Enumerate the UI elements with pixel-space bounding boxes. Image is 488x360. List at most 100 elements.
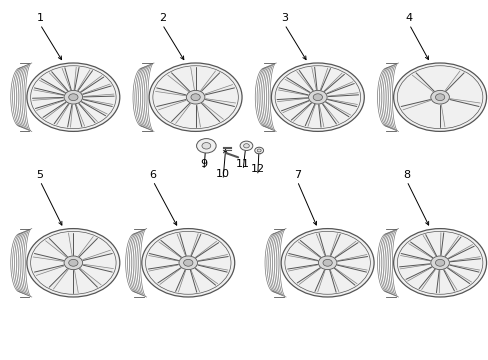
- Polygon shape: [195, 241, 218, 258]
- Polygon shape: [74, 67, 79, 90]
- Circle shape: [257, 149, 261, 152]
- Ellipse shape: [64, 90, 82, 104]
- Polygon shape: [314, 270, 325, 292]
- Polygon shape: [49, 72, 68, 91]
- Polygon shape: [327, 93, 358, 96]
- Polygon shape: [159, 240, 181, 257]
- Text: 7: 7: [293, 170, 300, 180]
- Polygon shape: [418, 269, 435, 290]
- Polygon shape: [43, 102, 66, 119]
- Ellipse shape: [271, 63, 364, 131]
- Polygon shape: [155, 88, 185, 96]
- Polygon shape: [447, 244, 473, 258]
- Polygon shape: [439, 233, 443, 255]
- Polygon shape: [291, 103, 311, 121]
- Polygon shape: [45, 238, 67, 257]
- Polygon shape: [326, 82, 353, 94]
- Polygon shape: [439, 105, 444, 127]
- Polygon shape: [436, 270, 439, 293]
- Ellipse shape: [183, 259, 192, 266]
- Polygon shape: [83, 99, 113, 107]
- Polygon shape: [287, 253, 317, 261]
- Polygon shape: [447, 267, 470, 284]
- Polygon shape: [35, 100, 64, 111]
- Ellipse shape: [68, 259, 78, 266]
- Polygon shape: [443, 270, 456, 291]
- Ellipse shape: [186, 90, 204, 104]
- Ellipse shape: [68, 94, 78, 101]
- Polygon shape: [318, 105, 323, 127]
- Polygon shape: [399, 264, 429, 269]
- Polygon shape: [200, 71, 219, 91]
- Polygon shape: [422, 235, 436, 256]
- Polygon shape: [190, 234, 201, 256]
- Polygon shape: [158, 268, 181, 284]
- Circle shape: [254, 147, 263, 154]
- Polygon shape: [73, 270, 78, 293]
- Ellipse shape: [434, 259, 444, 266]
- Polygon shape: [316, 233, 325, 256]
- Polygon shape: [34, 265, 64, 275]
- Polygon shape: [329, 270, 338, 292]
- Polygon shape: [32, 98, 63, 100]
- Polygon shape: [67, 105, 73, 127]
- Polygon shape: [449, 265, 479, 272]
- Polygon shape: [68, 233, 73, 255]
- Polygon shape: [190, 270, 199, 292]
- Text: 2: 2: [159, 13, 165, 23]
- Polygon shape: [83, 94, 114, 97]
- Polygon shape: [82, 84, 111, 94]
- Polygon shape: [204, 85, 234, 95]
- Ellipse shape: [393, 229, 486, 297]
- Polygon shape: [34, 88, 63, 95]
- Polygon shape: [195, 268, 217, 285]
- Ellipse shape: [142, 229, 234, 297]
- Polygon shape: [327, 99, 357, 107]
- Polygon shape: [449, 257, 480, 262]
- Circle shape: [196, 139, 216, 153]
- Polygon shape: [167, 73, 189, 92]
- Polygon shape: [82, 250, 112, 261]
- Polygon shape: [79, 103, 97, 123]
- Polygon shape: [323, 73, 344, 91]
- Ellipse shape: [393, 63, 486, 131]
- Circle shape: [240, 141, 252, 150]
- Polygon shape: [49, 269, 68, 289]
- Polygon shape: [305, 104, 315, 126]
- Polygon shape: [83, 264, 113, 272]
- Ellipse shape: [149, 63, 242, 131]
- Polygon shape: [78, 237, 97, 257]
- Polygon shape: [33, 253, 63, 261]
- Ellipse shape: [281, 229, 373, 297]
- Polygon shape: [337, 255, 367, 261]
- Ellipse shape: [322, 259, 332, 266]
- Polygon shape: [400, 253, 429, 261]
- Polygon shape: [277, 98, 307, 102]
- Text: 12: 12: [250, 164, 264, 174]
- Polygon shape: [77, 70, 92, 91]
- Polygon shape: [287, 264, 317, 271]
- Polygon shape: [444, 71, 463, 91]
- Polygon shape: [148, 264, 178, 271]
- Ellipse shape: [318, 256, 336, 270]
- Ellipse shape: [27, 63, 120, 131]
- Polygon shape: [449, 99, 479, 107]
- Polygon shape: [411, 73, 433, 92]
- Polygon shape: [400, 99, 430, 110]
- Polygon shape: [444, 236, 460, 256]
- Polygon shape: [298, 240, 320, 257]
- Ellipse shape: [64, 256, 82, 270]
- Ellipse shape: [190, 94, 200, 101]
- Polygon shape: [296, 71, 313, 91]
- Polygon shape: [281, 100, 308, 113]
- Ellipse shape: [430, 90, 448, 104]
- Text: 4: 4: [405, 13, 412, 23]
- Polygon shape: [337, 265, 366, 272]
- Text: 3: 3: [281, 13, 287, 23]
- Polygon shape: [171, 103, 190, 123]
- Ellipse shape: [308, 90, 326, 104]
- Text: 5: 5: [37, 170, 43, 180]
- Polygon shape: [329, 234, 340, 256]
- Polygon shape: [195, 105, 200, 127]
- Polygon shape: [198, 255, 228, 261]
